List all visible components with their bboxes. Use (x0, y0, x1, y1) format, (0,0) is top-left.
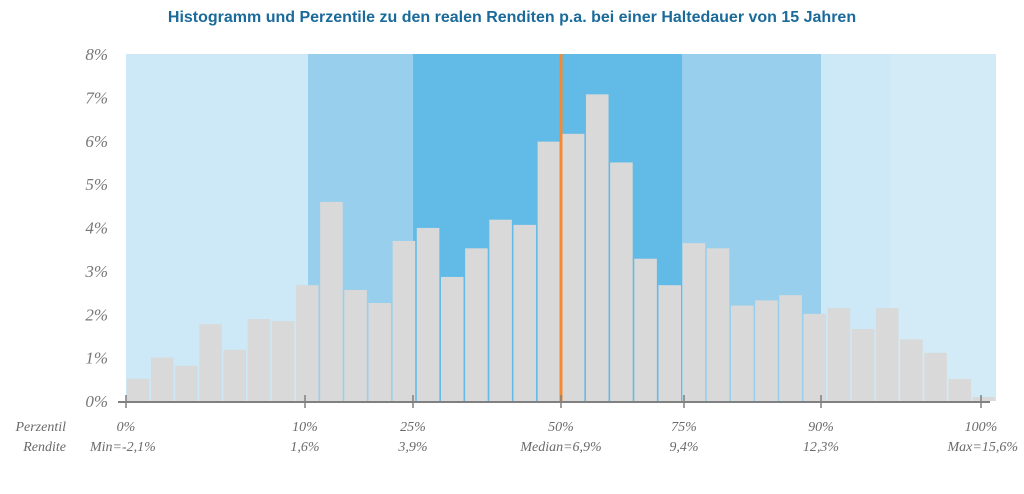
y-tick-labels: 0% 1% 2% 3% 4% 5% 6% 7% 8% (84, 45, 108, 411)
histogram-bar (223, 349, 247, 401)
histogram-bar (682, 243, 706, 401)
y-tick-label: 1% (85, 349, 108, 368)
percentile-label: 10% (292, 420, 318, 435)
histogram-bar (634, 258, 657, 401)
histogram-bar (513, 224, 537, 401)
percentile-label: 100% (965, 420, 998, 435)
histogram-bar (440, 276, 464, 401)
histogram-bar (465, 248, 488, 401)
histogram-bar (827, 308, 851, 401)
y-tick-label: 2% (85, 305, 108, 324)
histogram-bar (392, 240, 416, 401)
histogram-bar (610, 162, 633, 401)
histogram-bar (875, 308, 899, 401)
y-tick-label: 0% (85, 392, 108, 411)
histogram-bar (126, 378, 150, 401)
histogram-bar (344, 289, 367, 401)
y-tick-label: 5% (85, 175, 108, 194)
histogram-bar (295, 285, 319, 401)
histogram-bar (489, 219, 512, 401)
histogram-bar (924, 352, 947, 401)
histogram-bar (948, 378, 972, 401)
histogram-bar (150, 357, 174, 401)
histogram-bar (730, 305, 754, 401)
histogram-bar (972, 397, 996, 401)
percentile-label: 0% (117, 420, 136, 435)
y-tick-label: 4% (85, 219, 108, 238)
row-label-return: Rendite (22, 440, 66, 455)
row-label-percentile: Perzentil (14, 420, 66, 435)
percentile-label: 25% (400, 420, 426, 435)
histogram-bar (851, 328, 875, 401)
percentile-labels: Perzentil Rendite 0% Min=-2,1% 10% 1,6% 25% 3,9… (14, 420, 1018, 455)
y-tick-label: 3% (84, 262, 108, 281)
return-label: Median=6,9% (519, 440, 601, 455)
histogram-bar (271, 321, 295, 401)
y-tick-label: 7% (85, 88, 108, 107)
axes (118, 395, 990, 408)
histogram-bar (175, 365, 198, 401)
histogram-bar (706, 248, 730, 401)
histogram-bar (900, 339, 923, 401)
histogram-bar (320, 201, 343, 401)
return-label: Min=-2,1% (89, 440, 156, 455)
chart-title: Histogramm und Perzentile zu den realen … (167, 9, 857, 26)
percentile-label: 90% (808, 420, 834, 435)
histogram-bar (779, 295, 802, 401)
histogram-bars (126, 94, 996, 402)
histogram-bar (561, 133, 585, 401)
histogram-bar (585, 94, 609, 402)
return-label: 12,3% (803, 440, 839, 455)
histogram-bar (803, 313, 827, 401)
histogram-bar (416, 227, 440, 401)
return-label: Max=15,6% (947, 440, 1019, 455)
y-tick-label: 8% (85, 45, 108, 64)
histogram-bar (199, 324, 222, 401)
histogram-bar (537, 141, 561, 401)
percentile-label: 75% (671, 420, 697, 435)
return-label: 3,9% (397, 440, 427, 455)
histogram-bar (368, 302, 392, 401)
histogram-bar (658, 285, 682, 401)
percentile-label: 50% (548, 420, 574, 435)
histogram-bar (247, 319, 271, 401)
return-label: 9,4% (669, 440, 698, 455)
histogram-bar (755, 300, 778, 401)
return-label: 1,6% (290, 440, 319, 455)
y-tick-label: 6% (85, 132, 108, 151)
